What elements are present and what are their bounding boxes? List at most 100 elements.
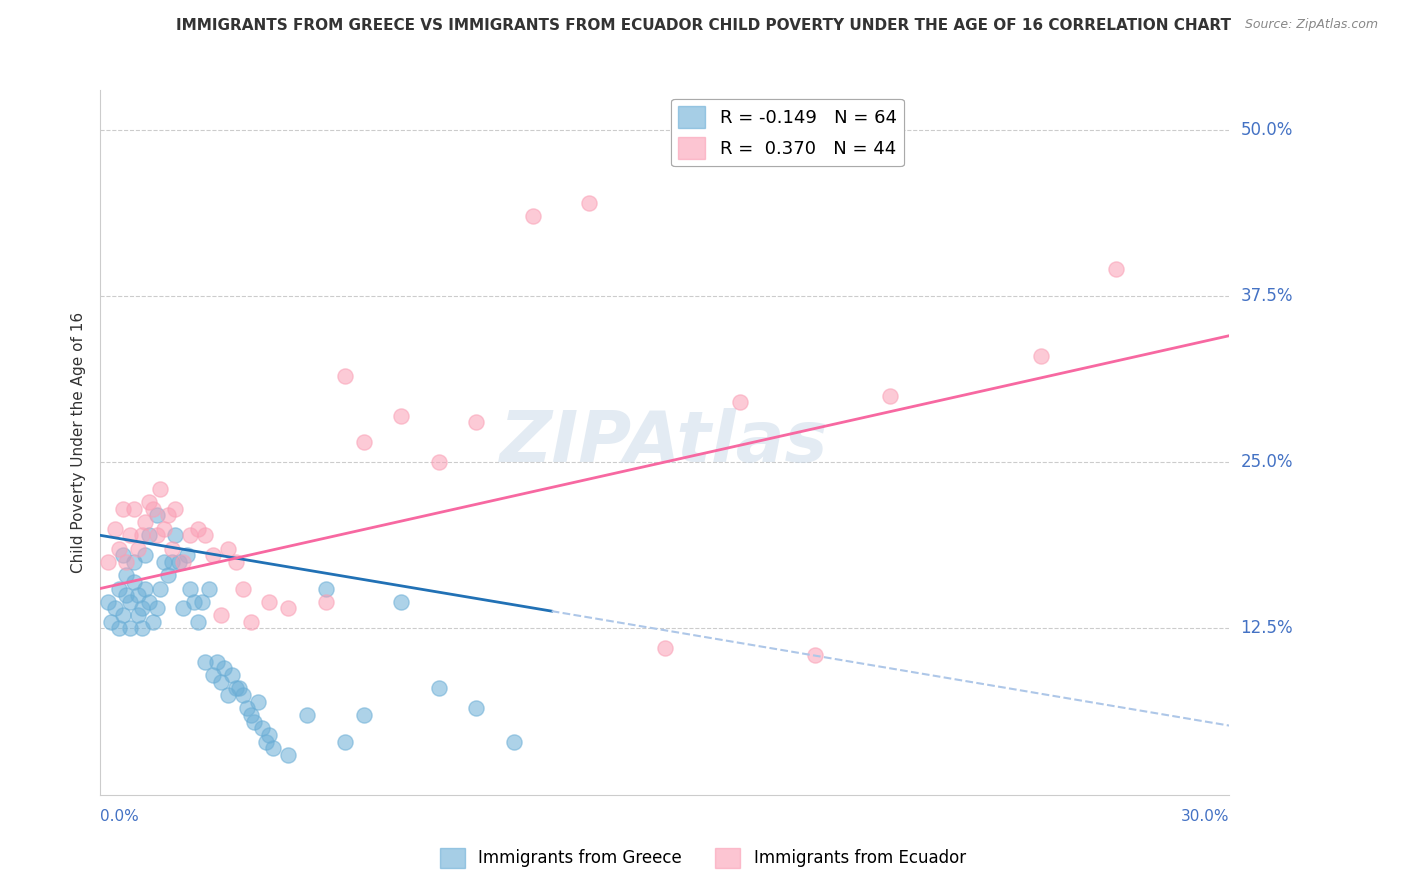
- Text: 37.5%: 37.5%: [1240, 287, 1294, 305]
- Point: [138, 528, 160, 542]
- Point: [111, 501, 134, 516]
- Point: [259, 728, 281, 742]
- Point: [108, 541, 131, 556]
- Point: [160, 555, 183, 569]
- Point: [167, 555, 190, 569]
- Point: [221, 668, 243, 682]
- Point: [427, 681, 450, 696]
- Legend: R = -0.149   N = 64, R =  0.370   N = 44: R = -0.149 N = 64, R = 0.370 N = 44: [671, 99, 904, 166]
- Point: [879, 389, 901, 403]
- Text: IMMIGRANTS FROM GREECE VS IMMIGRANTS FROM ECUADOR CHILD POVERTY UNDER THE AGE OF: IMMIGRANTS FROM GREECE VS IMMIGRANTS FRO…: [176, 18, 1230, 33]
- Point: [198, 582, 221, 596]
- Point: [804, 648, 827, 662]
- Point: [115, 568, 138, 582]
- Point: [225, 681, 247, 696]
- Point: [522, 209, 544, 223]
- Point: [202, 668, 225, 682]
- Point: [120, 622, 142, 636]
- Point: [205, 655, 228, 669]
- Point: [333, 368, 356, 383]
- Point: [115, 588, 138, 602]
- Point: [202, 548, 225, 562]
- Point: [232, 688, 254, 702]
- Point: [97, 555, 120, 569]
- Point: [172, 601, 194, 615]
- Point: [295, 707, 318, 722]
- Point: [160, 541, 183, 556]
- Text: 50.0%: 50.0%: [1240, 120, 1292, 138]
- Point: [108, 582, 131, 596]
- Point: [465, 415, 488, 429]
- Point: [333, 734, 356, 748]
- Point: [122, 555, 145, 569]
- Point: [243, 714, 266, 729]
- Point: [194, 528, 217, 542]
- Point: [172, 555, 194, 569]
- Point: [190, 595, 212, 609]
- Point: [153, 522, 176, 536]
- Point: [277, 747, 299, 762]
- Point: [228, 681, 250, 696]
- Point: [120, 595, 142, 609]
- Point: [145, 508, 167, 523]
- Point: [179, 582, 201, 596]
- Point: [465, 701, 488, 715]
- Point: [145, 601, 167, 615]
- Point: [127, 608, 149, 623]
- Point: [232, 582, 254, 596]
- Point: [120, 528, 142, 542]
- Point: [111, 548, 134, 562]
- Point: [138, 595, 160, 609]
- Point: [138, 495, 160, 509]
- Point: [127, 541, 149, 556]
- Point: [104, 522, 127, 536]
- Point: [728, 395, 751, 409]
- Text: Source: ZipAtlas.com: Source: ZipAtlas.com: [1244, 18, 1378, 31]
- Point: [214, 661, 236, 675]
- Point: [115, 555, 138, 569]
- Point: [578, 195, 600, 210]
- Point: [142, 501, 165, 516]
- Point: [187, 522, 209, 536]
- Point: [165, 528, 187, 542]
- Point: [108, 622, 131, 636]
- Point: [262, 741, 284, 756]
- Point: [134, 515, 156, 529]
- Text: 0.0%: 0.0%: [100, 809, 139, 824]
- Text: ZIPAtlas: ZIPAtlas: [501, 408, 830, 476]
- Point: [209, 608, 232, 623]
- Point: [187, 615, 209, 629]
- Point: [654, 641, 676, 656]
- Point: [225, 555, 247, 569]
- Point: [236, 701, 259, 715]
- Point: [250, 721, 273, 735]
- Point: [100, 615, 122, 629]
- Point: [353, 707, 375, 722]
- Point: [277, 601, 299, 615]
- Point: [254, 734, 277, 748]
- Point: [142, 615, 165, 629]
- Point: [131, 528, 153, 542]
- Point: [209, 674, 232, 689]
- Point: [179, 528, 201, 542]
- Point: [131, 601, 153, 615]
- Point: [145, 528, 167, 542]
- Point: [247, 695, 270, 709]
- Text: 25.0%: 25.0%: [1240, 453, 1294, 471]
- Point: [111, 608, 134, 623]
- Point: [503, 734, 526, 748]
- Point: [353, 435, 375, 450]
- Point: [427, 455, 450, 469]
- Legend: Immigrants from Greece, Immigrants from Ecuador: Immigrants from Greece, Immigrants from …: [433, 841, 973, 875]
- Point: [315, 582, 337, 596]
- Point: [194, 655, 217, 669]
- Point: [183, 595, 205, 609]
- Point: [389, 409, 412, 423]
- Point: [97, 595, 120, 609]
- Point: [217, 688, 239, 702]
- Y-axis label: Child Poverty Under the Age of 16: Child Poverty Under the Age of 16: [72, 311, 86, 573]
- Point: [217, 541, 239, 556]
- Text: 30.0%: 30.0%: [1181, 809, 1229, 824]
- Point: [389, 595, 412, 609]
- Point: [239, 707, 262, 722]
